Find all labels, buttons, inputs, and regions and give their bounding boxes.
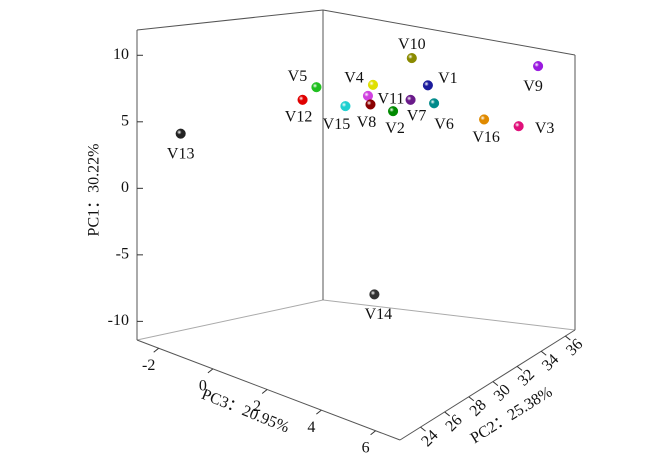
z-tick-label: 10	[113, 46, 129, 63]
point	[311, 82, 322, 93]
point	[362, 90, 374, 101]
point	[429, 98, 440, 109]
y-tick	[468, 396, 475, 402]
x-tick-label: 2	[253, 398, 261, 415]
point-label: V12	[285, 108, 313, 125]
y-tick-label: 30	[491, 381, 514, 404]
point-label: V3	[535, 120, 555, 137]
point-label: V16	[472, 129, 500, 146]
point-label: V4	[344, 70, 364, 87]
x-tick-label: -2	[142, 357, 155, 374]
point-label: V8	[357, 114, 377, 131]
point	[297, 94, 308, 105]
point-label: V13	[167, 145, 195, 162]
box-edge	[136, 299, 324, 341]
point	[513, 121, 524, 132]
point	[422, 80, 433, 91]
x-tick	[153, 347, 160, 353]
z-tick-label: 0	[121, 179, 129, 196]
point-label: V14	[365, 306, 393, 323]
z-tick-label: -5	[116, 246, 129, 263]
y-tick	[540, 350, 547, 356]
point-label: V2	[385, 120, 405, 137]
point	[369, 289, 380, 300]
y-tick-label: 26	[442, 412, 465, 435]
point	[406, 53, 417, 64]
point	[340, 101, 351, 112]
y-tick-label: 24	[418, 427, 441, 450]
point	[405, 94, 416, 105]
y-tick	[444, 411, 450, 417]
point	[533, 61, 544, 72]
x-tick	[316, 409, 322, 415]
box-edge	[136, 9, 324, 31]
y-tick	[492, 381, 499, 386]
point	[479, 114, 490, 125]
point-label: V5	[288, 68, 308, 85]
box-edge	[399, 329, 576, 441]
point-label: V11	[377, 91, 404, 108]
point-label: V10	[398, 36, 426, 53]
point-label: V9	[523, 78, 543, 95]
point-label: V15	[323, 116, 351, 133]
point	[365, 99, 376, 110]
point-label: V7	[407, 107, 427, 124]
z-tick-label: -10	[108, 312, 129, 329]
point-label: V1	[438, 70, 458, 87]
x-tick-label: 4	[307, 419, 315, 436]
point	[367, 79, 379, 90]
x-tick	[207, 368, 214, 374]
box-edge	[322, 9, 576, 56]
y-tick	[516, 366, 523, 371]
point	[175, 128, 186, 139]
x-tick-label: 0	[199, 378, 207, 395]
y-tick	[565, 335, 571, 341]
y-tick-label: 34	[539, 351, 562, 374]
box-edge	[136, 339, 401, 441]
y-tick-label: 32	[515, 366, 538, 389]
z-tick-label: 5	[121, 112, 129, 129]
point	[388, 106, 399, 117]
point-label: V6	[434, 116, 454, 133]
y-tick-label: 36	[563, 336, 586, 359]
box-edge	[322, 299, 576, 331]
y-tick-label: 28	[467, 397, 490, 420]
x-tick	[261, 389, 268, 394]
y-tick	[420, 426, 426, 432]
x-tick-label: 6	[362, 439, 370, 454]
x-tick	[370, 430, 376, 436]
z-axis-title: PC1：30.22%	[86, 144, 103, 237]
